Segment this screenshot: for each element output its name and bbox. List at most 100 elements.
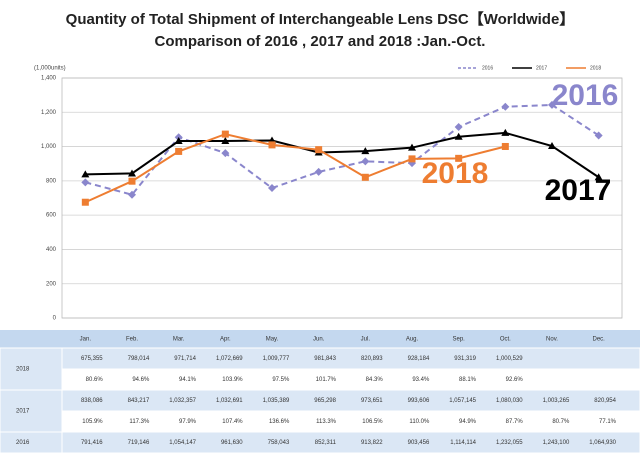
table-cell: 101.7% xyxy=(316,377,337,383)
legend-label: 2017 xyxy=(536,65,547,71)
table-cell: 80.6% xyxy=(86,377,104,383)
marker xyxy=(221,130,229,138)
marker xyxy=(501,128,510,136)
marker xyxy=(128,190,136,199)
table-cell: 931,319 xyxy=(454,356,476,362)
series-annotation: 2018 xyxy=(422,157,489,190)
marker xyxy=(128,169,136,177)
table-cell: 928,184 xyxy=(408,356,430,362)
legend-label: 2018 xyxy=(590,65,601,71)
table-header: Dec. xyxy=(592,337,605,343)
table-row-label: 2018 xyxy=(16,367,30,373)
table-cell: 913,822 xyxy=(361,440,383,446)
table-row-label-bg xyxy=(0,389,63,433)
y-tick-label: 800 xyxy=(46,178,57,184)
table-cell: 77.1% xyxy=(599,419,617,425)
table-cell: 1,035,389 xyxy=(263,398,290,404)
table-header: Nov. xyxy=(546,337,558,343)
marker xyxy=(361,157,370,166)
marker xyxy=(81,178,90,187)
table-cell: 1,080,030 xyxy=(496,398,523,404)
table-row-bg xyxy=(61,431,640,454)
table-cell: 94.9% xyxy=(459,419,477,425)
y-tick-label: 400 xyxy=(46,247,57,253)
table-cell: 1,057,145 xyxy=(449,398,476,404)
chart-title: Quantity of Total Shipment of Interchang… xyxy=(66,10,575,28)
y-tick-label: 0 xyxy=(53,316,57,322)
table-header: Sep. xyxy=(452,337,465,343)
marker xyxy=(454,123,463,132)
table-cell: 106.5% xyxy=(362,419,383,425)
marker xyxy=(315,146,323,154)
table-header: Oct. xyxy=(500,337,511,343)
table-cell: 103.9% xyxy=(222,377,243,383)
table-cell: 1,232,055 xyxy=(496,440,523,446)
marker xyxy=(501,102,510,111)
table-header: Jul. xyxy=(361,337,371,343)
table-cell: 820,954 xyxy=(594,398,616,404)
table-header: Jun. xyxy=(313,337,325,343)
marker xyxy=(501,142,509,150)
table-cell: 1,054,147 xyxy=(169,440,196,446)
marker xyxy=(268,184,276,193)
table-row-label: 2017 xyxy=(16,409,30,415)
table-cell: 1,072,669 xyxy=(216,356,243,362)
table-cell: 97.5% xyxy=(272,377,290,383)
marker xyxy=(268,141,276,149)
table-cell: 675,355 xyxy=(81,356,103,362)
table-cell: 981,843 xyxy=(314,356,336,362)
table-cell: 971,714 xyxy=(174,356,196,362)
table-header: Jan. xyxy=(80,337,92,343)
table-cell: 903,456 xyxy=(408,440,430,446)
marker xyxy=(361,147,370,155)
table-cell: 92.6% xyxy=(506,377,524,383)
table-header-bg xyxy=(0,330,640,348)
table-cell: 965,298 xyxy=(314,398,336,404)
table-cell: 94.6% xyxy=(132,377,150,383)
y-axis-label: (1,000units) xyxy=(34,66,66,72)
y-tick-label: 1,000 xyxy=(41,144,57,150)
table-row-label-bg xyxy=(0,347,63,391)
table-cell: 105.9% xyxy=(82,419,103,425)
marker xyxy=(128,177,136,185)
marker xyxy=(548,142,556,150)
table-cell: 1,009,777 xyxy=(263,356,290,362)
table-cell: 973,651 xyxy=(361,398,383,404)
series-line xyxy=(84,133,506,204)
table-header: May. xyxy=(266,337,279,343)
table-cell: 87.7% xyxy=(506,419,524,425)
series-line xyxy=(85,103,600,196)
table-cell: 1,114,114 xyxy=(450,440,476,446)
series-line xyxy=(85,131,600,179)
table-row-label: 2016 xyxy=(16,440,30,446)
table-row-label-bg xyxy=(0,431,63,454)
table-cell: 1,032,691 xyxy=(216,398,243,404)
y-tick-label: 200 xyxy=(46,281,57,287)
table-cell: 852,311 xyxy=(315,440,337,446)
marker xyxy=(594,173,603,181)
table-cell: 758,043 xyxy=(268,440,290,446)
legend-label: 2016 xyxy=(482,65,493,71)
table-cell: 107.4% xyxy=(222,419,243,425)
marker xyxy=(221,136,230,144)
table-cell: 93.4% xyxy=(412,377,430,383)
marker xyxy=(175,147,183,155)
table-cell: 94.1% xyxy=(179,377,197,383)
y-tick-label: 600 xyxy=(46,213,57,219)
marker xyxy=(81,198,89,206)
table-cell: 1,243,100 xyxy=(543,440,570,446)
marker xyxy=(455,154,463,162)
table-header: Apr. xyxy=(220,337,231,343)
table-header: Mar. xyxy=(173,337,185,343)
marker xyxy=(408,143,416,151)
table-cell: 84.3% xyxy=(366,377,384,383)
table-cell: 843,217 xyxy=(128,398,150,404)
y-tick-label: 1,200 xyxy=(41,110,57,116)
chart-subtitle: Comparison of 2016 , 2017 and 2018 :Jan.… xyxy=(155,33,486,50)
marker xyxy=(221,149,230,158)
series-annotation: 2017 xyxy=(545,174,612,207)
table-cell: 719,146 xyxy=(128,440,150,446)
table-cell: 838,086 xyxy=(81,398,103,404)
